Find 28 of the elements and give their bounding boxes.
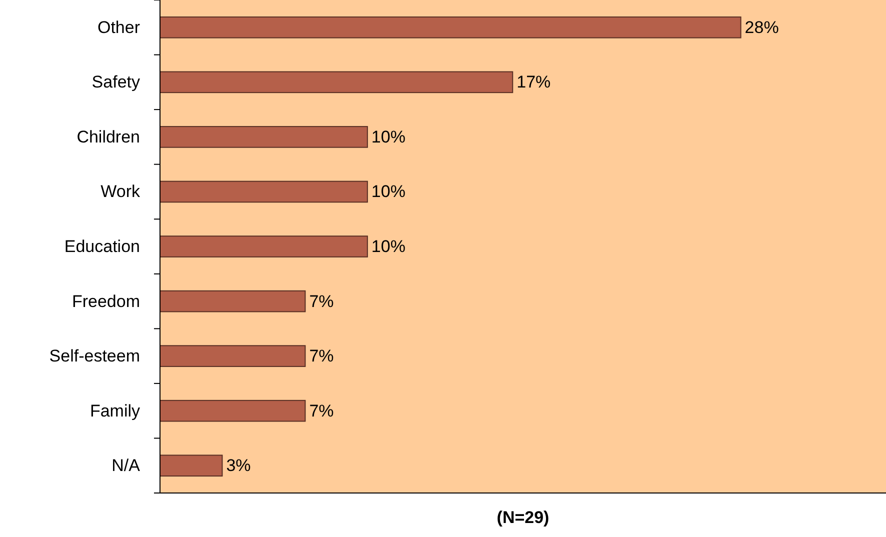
y-tick-label: Self-esteem: [49, 346, 140, 366]
y-tick-label: Education: [64, 237, 140, 256]
bar: [160, 16, 742, 38]
bar: [160, 180, 368, 203]
bar: [160, 126, 368, 148]
y-tick-label: Other: [97, 18, 140, 37]
x-axis-title: (N=29): [496, 508, 550, 527]
data-label: 7%: [309, 292, 334, 311]
data-label: 28%: [744, 18, 779, 37]
data-label: 10%: [371, 182, 406, 202]
y-tick-label: Work: [100, 182, 140, 202]
y-tick-label: Safety: [92, 72, 140, 92]
bar: [160, 400, 306, 422]
data-label: 7%: [309, 401, 334, 420]
bar: [160, 71, 514, 94]
bar: [160, 454, 223, 477]
y-tick-label: N/A: [112, 456, 141, 476]
data-label: 17%: [516, 72, 551, 92]
data-label: 7%: [309, 346, 334, 366]
bar: [160, 345, 306, 367]
bar: [160, 290, 306, 312]
y-tick-label: Children: [76, 127, 140, 146]
data-label: 10%: [371, 127, 406, 146]
y-tick-label: Family: [90, 401, 140, 420]
data-label: 3%: [226, 456, 251, 476]
y-tick-label: Freedom: [72, 292, 140, 311]
bar: [160, 236, 368, 258]
data-label: 10%: [371, 237, 406, 256]
